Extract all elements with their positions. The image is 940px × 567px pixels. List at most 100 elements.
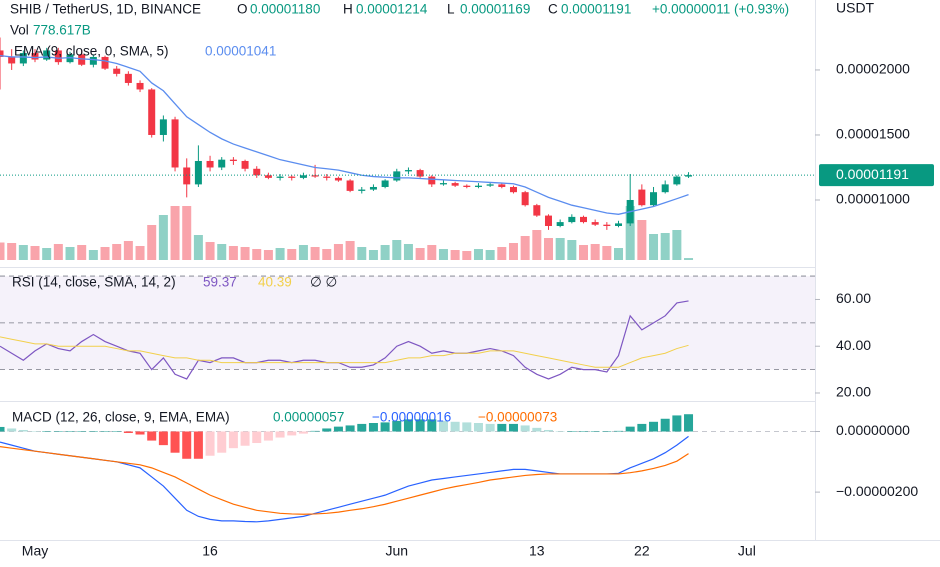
histogram-bar bbox=[298, 431, 308, 434]
histogram-bar bbox=[193, 431, 203, 459]
histogram-bar bbox=[158, 431, 168, 446]
volume-bar bbox=[193, 235, 203, 260]
symbol-title: SHIB / TetherUS, 1D, BINANCE bbox=[10, 2, 201, 17]
histogram-bar bbox=[368, 423, 378, 432]
candle-body bbox=[498, 184, 506, 187]
candle-body bbox=[78, 54, 86, 65]
histogram-bar bbox=[660, 418, 670, 432]
ohlc-key: C bbox=[548, 2, 558, 17]
histogram-bar bbox=[333, 426, 343, 432]
candle-body bbox=[673, 176, 681, 185]
candle-body bbox=[171, 119, 179, 168]
histogram-bar bbox=[462, 422, 472, 432]
histogram-bar bbox=[322, 428, 332, 432]
volume-bar bbox=[555, 238, 565, 260]
candle-body bbox=[241, 160, 249, 169]
histogram-bar bbox=[228, 431, 238, 449]
histogram-bar bbox=[240, 431, 250, 446]
candle-body bbox=[148, 89, 156, 135]
candle-body bbox=[124, 73, 132, 83]
candle-body bbox=[428, 176, 436, 185]
volume-bar bbox=[310, 247, 320, 260]
change: +0.00000011 (+0.93%) bbox=[652, 2, 789, 17]
x-tick-label: 13 bbox=[529, 543, 545, 559]
histogram-bar bbox=[380, 422, 390, 432]
candle-body bbox=[206, 160, 214, 168]
ohlc-value: 0.00001214 bbox=[356, 2, 428, 17]
volume-value: 778.617B bbox=[33, 23, 91, 38]
y-tick-label: 60.00 bbox=[836, 290, 871, 306]
macd-line bbox=[0, 435, 689, 523]
histogram-bar bbox=[77, 431, 87, 432]
y-tick-label: −0.00000200 bbox=[836, 483, 918, 499]
ohlc-key: H bbox=[343, 2, 353, 17]
x-tick-label: Jul bbox=[738, 543, 756, 559]
histogram-bar bbox=[357, 423, 367, 432]
candle-body bbox=[113, 68, 121, 74]
candle-body bbox=[381, 180, 389, 187]
candle-body bbox=[43, 50, 51, 60]
volume-bar bbox=[88, 250, 98, 260]
candle-body bbox=[183, 167, 191, 185]
candle-body bbox=[638, 189, 646, 206]
volume-bar bbox=[100, 247, 110, 260]
volume-bar bbox=[275, 248, 285, 260]
volume-bar bbox=[567, 240, 577, 260]
ohlc-value: 0.00001169 bbox=[460, 2, 530, 17]
histogram-bar bbox=[7, 428, 17, 432]
volume-bar bbox=[485, 250, 495, 260]
volume-bar bbox=[684, 258, 694, 260]
volume-bar bbox=[543, 238, 553, 260]
histogram-bar bbox=[100, 431, 110, 432]
candle-body bbox=[439, 183, 447, 185]
histogram-bar bbox=[625, 426, 635, 432]
volume-bar bbox=[123, 241, 133, 260]
rsi-title: RSI (14, close, SMA, 14, 2) bbox=[12, 275, 176, 290]
histogram-bar bbox=[415, 419, 425, 432]
histogram-bar bbox=[672, 415, 682, 432]
candle-body bbox=[486, 184, 494, 186]
volume-bar bbox=[65, 247, 75, 260]
histogram-bar bbox=[403, 419, 413, 432]
candle-body bbox=[194, 160, 202, 185]
volume-bar bbox=[135, 246, 145, 260]
macd-value: −0.00000016 bbox=[372, 410, 451, 425]
candle-body bbox=[603, 224, 611, 226]
candle-body bbox=[8, 56, 16, 64]
candle-body bbox=[521, 192, 529, 206]
candle-body bbox=[218, 159, 226, 168]
histogram-bar bbox=[287, 431, 297, 436]
volume-bar bbox=[147, 225, 157, 260]
candle-body bbox=[323, 176, 331, 178]
histogram-bar bbox=[112, 431, 122, 432]
candle-body bbox=[159, 119, 167, 135]
candle-body bbox=[556, 222, 564, 226]
volume-bar bbox=[649, 234, 659, 260]
candle-body bbox=[615, 223, 623, 226]
candle-body bbox=[346, 180, 354, 191]
histogram-bar bbox=[0, 426, 5, 432]
volume-bar bbox=[333, 244, 343, 260]
volume-bar bbox=[520, 236, 530, 260]
volume-bar bbox=[462, 251, 472, 260]
candle-body bbox=[101, 56, 109, 69]
volume-bar bbox=[345, 241, 355, 260]
volume-bar bbox=[450, 250, 460, 260]
volume-name: Vol bbox=[10, 23, 29, 38]
y-tick-label: 0.00002000 bbox=[836, 61, 910, 77]
x-tick-label: 16 bbox=[202, 543, 218, 559]
candle-body bbox=[54, 50, 62, 63]
volume-bar bbox=[368, 250, 378, 260]
candle-body bbox=[229, 159, 237, 161]
y-tick-label: 0.00001500 bbox=[836, 126, 910, 142]
volume-bar bbox=[380, 245, 390, 260]
currency: USDT bbox=[836, 0, 875, 16]
volume-bar bbox=[497, 247, 507, 260]
candle-body bbox=[264, 175, 272, 178]
histogram-bar bbox=[275, 431, 285, 438]
candle-body bbox=[311, 175, 319, 177]
volume-bar bbox=[298, 245, 308, 260]
histogram-bar bbox=[473, 423, 483, 432]
histogram-bar bbox=[252, 431, 262, 444]
